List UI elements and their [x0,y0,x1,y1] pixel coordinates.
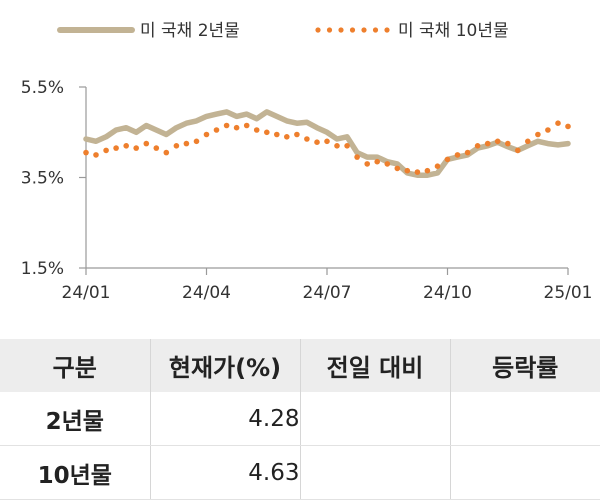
table-row: 2년물 4.28 [0,392,600,446]
header-category: 구분 [0,339,150,392]
legend-dot [326,27,333,33]
series-point-10y [464,149,471,156]
row-change [299,445,450,500]
series-point-10y [173,143,180,149]
series-point-10y [354,154,360,160]
legend-dot [315,27,321,33]
series-point-10y [123,143,129,149]
y-tick-label: 1.5% [21,259,64,279]
row-change [299,392,450,446]
legend-label-2y: 미 국채 2년물 [140,21,240,41]
legend-dot [361,27,367,33]
row-rate [449,392,600,446]
series-point-10y [274,131,280,138]
legend-dot [349,27,356,33]
series-point-10y [565,123,571,130]
series-point-10y [264,129,270,136]
x-tick-label: 24/07 [303,283,352,303]
yield-table: 구분 현재가(%) 전일 대비 등락률 2년물 4.28 10년물 4.63 [0,339,600,500]
series-point-10y [535,131,541,138]
yield-chart: 미 국채 2년물 미 국채 10년물 5.5%3.5%1.5% 24/01 24/… [21,21,593,303]
legend-swatch-10y [315,27,390,33]
series-point-10y [213,127,220,133]
header-change: 전일 대비 [299,339,450,392]
series-point-10y [444,156,451,163]
series-point-10y [103,147,109,154]
series-point-10y [394,165,401,172]
series-point-10y [404,167,411,174]
row-price: 4.28 [149,392,300,446]
y-ticks: 5.5% 3.5% 1.5% [21,78,86,279]
x-tick-label: 24/04 [182,283,231,303]
series-point-10y [555,120,561,126]
series-point-10y [233,124,240,131]
legend-label-10y: 미 국채 10년물 [398,21,509,41]
series-point-10y [223,122,230,129]
series-point-10y [414,169,421,175]
series-point-10y [474,143,481,149]
series-point-10y [334,143,340,149]
header-price: 현재가(%) [149,339,300,392]
series-point-10y [525,138,531,145]
table-row: 10년물 4.63 [0,445,600,500]
legend-dot [338,27,344,33]
legend-dot [372,27,379,33]
series-point-10y [344,143,350,149]
series-point-10y [505,140,511,147]
series-point-10y [515,147,521,154]
series-point-10y [93,152,99,158]
series-point-10y [454,152,461,158]
series-point-10y [153,145,160,151]
series-point-10y [304,136,310,142]
series-point-10y [294,131,300,138]
series-point-10y [494,138,501,145]
series-point-10y [545,127,551,133]
series-point-10y [183,140,190,147]
series-point-10y [374,158,381,165]
row-label: 10년물 [0,445,150,500]
x-tick-label: 24/10 [423,283,472,303]
series-point-10y [384,161,391,167]
y-tick-label: 3.5% [21,169,64,189]
series-point-10y [253,127,260,133]
y-tick-label: 5.5% [21,78,64,98]
series-point-10y [133,145,139,151]
legend: 미 국채 2년물 미 국채 10년물 [57,21,509,41]
table-header-row: 구분 현재가(%) 전일 대비 등락률 [0,339,600,392]
series-point-10y [143,140,150,147]
series-point-10y [424,167,431,174]
row-rate [449,445,600,500]
series-point-10y [434,163,441,169]
x-tick-label: 25/01 [544,283,593,303]
x-tick-label: 24/01 [62,283,111,303]
series-point-10y [314,139,320,145]
row-price: 4.63 [149,445,300,500]
series-point-10y [193,138,200,145]
legend-dot [384,27,390,33]
row-label: 2년물 [0,392,150,446]
series-point-10y [83,149,89,156]
series-point-10y [163,149,170,156]
series-point-10y [324,138,330,145]
series-point-10y [284,134,290,140]
header-rate: 등락률 [449,339,600,392]
series-10y [83,120,571,175]
x-ticks: 24/01 24/04 24/07 24/10 25/01 [62,268,593,303]
series-point-10y [203,131,210,138]
series-point-10y [364,161,371,167]
series-point-10y [243,122,250,129]
series-point-10y [484,140,491,147]
series-point-10y [113,145,119,151]
